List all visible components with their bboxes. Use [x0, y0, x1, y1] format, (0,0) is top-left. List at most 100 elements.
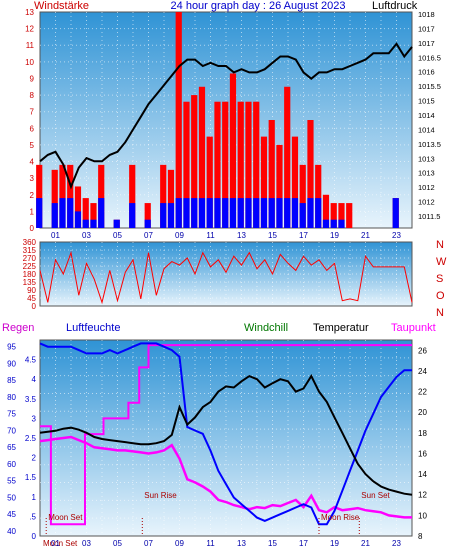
x-tick-label: 11: [206, 539, 215, 548]
rain-line: [40, 344, 412, 526]
wind-bar: [315, 164, 322, 228]
right-tick-label: 1016: [418, 68, 435, 77]
left-tick-label: 11: [26, 41, 35, 50]
gust-bar: [175, 198, 182, 228]
wind-bar: [175, 12, 182, 228]
x-tick-label: 11: [206, 231, 215, 240]
left-tick-label: 1: [30, 207, 35, 216]
gust-bar: [214, 198, 221, 228]
dewpoint-line: [39, 435, 412, 519]
gust-bar: [229, 198, 237, 228]
wind-bar: [307, 120, 314, 228]
rain-tick-label: 2.5: [25, 434, 37, 443]
gust-bar: [82, 219, 89, 228]
temperature-tick-label: 16: [418, 449, 427, 458]
x-tick-label: 03: [82, 539, 91, 548]
gust-bar: [253, 198, 260, 228]
wind-bar: [82, 198, 89, 228]
humidity-tick-label: 90: [7, 359, 16, 368]
direction-tick-label: 180: [23, 270, 37, 279]
direction-tick-label: 270: [23, 254, 37, 263]
left-tick-label: 13: [25, 8, 34, 17]
wind-bar: [206, 136, 213, 228]
annotation-label: Sun Rise: [144, 491, 177, 500]
right-axis-label-pressure: Luftdruck: [372, 0, 418, 12]
right-tick-label: 1013: [418, 169, 435, 178]
right-tick-label: 1012: [418, 183, 435, 192]
legend-dewpoint: Taupunkt: [391, 322, 436, 334]
rain-tick-label: 3.5: [25, 395, 37, 404]
rain-tick-label: 1.5: [25, 473, 37, 482]
temperature-tick-label: 22: [418, 388, 427, 397]
left-axis-label-wind: Windstärke: [34, 0, 89, 12]
humidity-tick-label: 60: [7, 460, 16, 469]
temperature-line: [39, 374, 413, 496]
wind-bar: [167, 169, 175, 228]
wind-bar: [214, 101, 221, 228]
right-tick-label: 1015.5: [418, 82, 441, 91]
wind-bar: [268, 120, 275, 228]
x-tick-label: 19: [330, 539, 339, 548]
compass-label: N: [436, 307, 444, 319]
legend-windchill: Windchill: [244, 322, 288, 334]
compass-label: S: [436, 273, 443, 285]
gust-bar: [206, 198, 213, 228]
humidity-tick-label: 85: [7, 376, 16, 385]
wind-bar: [245, 101, 252, 228]
legend-temperature: Temperatur: [313, 322, 369, 334]
wind-bar: [67, 164, 74, 228]
humidity-tick-label: 95: [7, 343, 16, 352]
compass-label: N: [436, 239, 444, 251]
left-tick-label: 5: [30, 141, 35, 150]
direction-line: [39, 250, 413, 305]
temperature-tick-label: 8: [418, 532, 423, 541]
gust-bar: [307, 198, 314, 228]
x-tick-label: 09: [175, 231, 184, 240]
x-tick-label: 07: [144, 539, 153, 548]
right-tick-label: 1015: [418, 97, 435, 106]
temperature-tick-label: 26: [418, 346, 427, 355]
right-tick-label: 1011.5: [418, 212, 440, 221]
chart-title: 24 hour graph day : 26 August 2023: [171, 0, 346, 12]
gust-bar: [160, 203, 167, 228]
left-tick-label: 2: [30, 191, 35, 200]
pressure-line: [39, 42, 413, 190]
gust-bar: [291, 198, 299, 228]
wind-bar: [260, 136, 268, 228]
x-tick-label: 21: [361, 231, 370, 240]
wind-bar: [237, 101, 244, 228]
gust-bar: [276, 198, 283, 228]
left-tick-label: 4: [30, 158, 35, 167]
wind-bar: [330, 203, 337, 228]
right-tick-label: 1012: [418, 198, 435, 207]
gust-bar: [222, 198, 229, 228]
gust-bar: [299, 203, 306, 228]
x-tick-label: 23: [392, 539, 401, 548]
humidity-tick-label: 55: [7, 477, 16, 486]
gust-bar: [198, 198, 206, 228]
annotation-label: Moon Set: [43, 539, 78, 548]
wind-bar: [160, 164, 167, 228]
wind-bar: [276, 144, 283, 228]
wind-bar: [346, 203, 353, 228]
direction-tick-label: 360: [23, 238, 37, 247]
temperature-tick-label: 14: [418, 470, 427, 479]
wind-bar: [291, 136, 299, 228]
left-tick-label: 6: [30, 124, 35, 133]
left-tick-label: 7: [30, 108, 35, 117]
gust-bar: [268, 198, 275, 228]
right-tick-label: 1014: [418, 111, 435, 120]
humidity-tick-label: 65: [7, 443, 16, 452]
right-tick-label: 1013.5: [418, 140, 441, 149]
rain-tick-label: 4.5: [25, 356, 37, 365]
humidity-tick-label: 70: [7, 426, 16, 435]
wind-bar: [253, 101, 260, 228]
humidity-tick-label: 45: [7, 510, 16, 519]
rain-tick-label: 1: [32, 493, 37, 502]
gust-bar: [74, 211, 82, 228]
rain-tick-label: 4: [32, 375, 37, 384]
temperature-tick-label: 20: [418, 408, 427, 417]
gust-bar: [330, 219, 337, 228]
left-tick-label: 0: [30, 224, 35, 233]
gust-bar: [51, 203, 58, 228]
